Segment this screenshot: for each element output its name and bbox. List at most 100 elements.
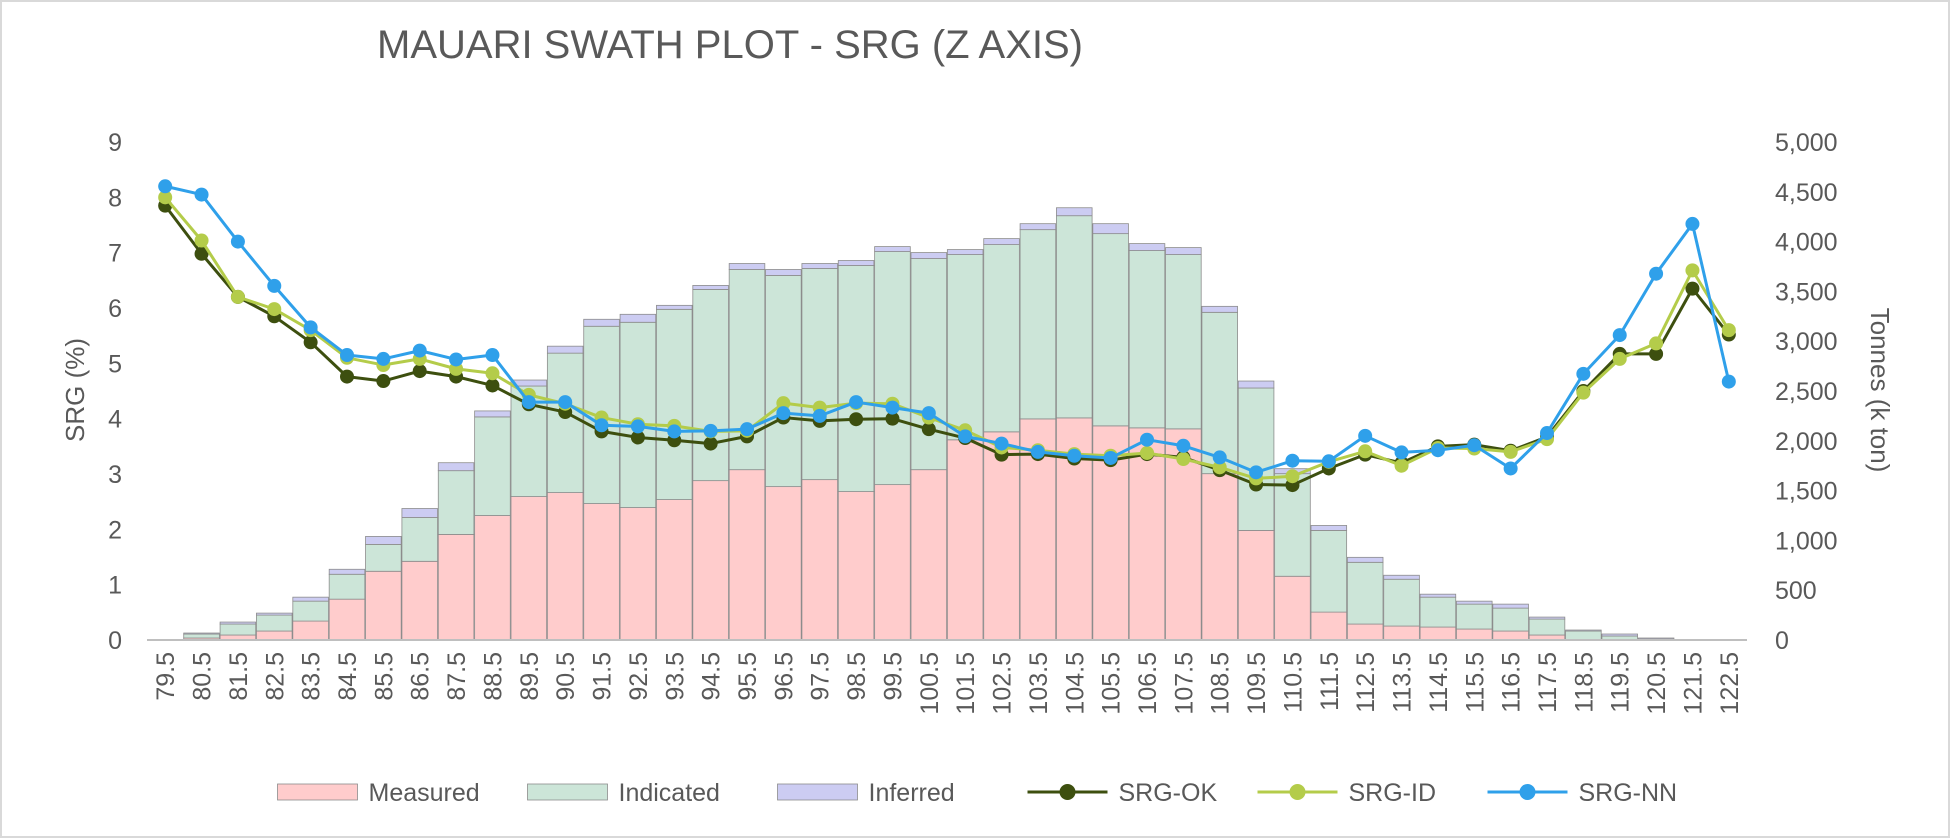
bar-inferred-95.5 — [728, 263, 766, 270]
x-tick-label: 111.5 — [1316, 652, 1344, 711]
bar-indicated-105.5 — [1092, 233, 1129, 427]
point-srg-ok-86.5 — [412, 364, 427, 379]
point-srg-ok-80.5 — [194, 246, 209, 261]
bar-inferred-92.5 — [619, 313, 657, 323]
point-srg-id-116.5 — [1503, 444, 1518, 459]
legend-label-srg-nn: SRG-NN — [1579, 779, 1678, 807]
bar-inferred-88.5 — [474, 410, 511, 418]
point-srg-id-119.5 — [1612, 351, 1627, 366]
point-srg-nn-94.5 — [703, 423, 718, 438]
bar-indicated-87.5 — [437, 470, 475, 535]
point-srg-nn-119.5 — [1612, 328, 1627, 343]
bar-inferred-119.5 — [1601, 633, 1638, 637]
point-srg-nn-111.5 — [1321, 454, 1336, 469]
point-srg-ok-83.5 — [303, 335, 318, 350]
point-srg-id-112.5 — [1358, 444, 1373, 459]
x-tick-label: 97.5 — [807, 652, 835, 701]
legend-marker-srg-nn — [1519, 784, 1536, 800]
y2-tick-label: 4,000 — [1775, 229, 1838, 257]
legend-label-measured: Measured — [369, 779, 480, 807]
x-tick-label: 98.5 — [843, 652, 871, 701]
y-tick-label: 5 — [108, 350, 122, 378]
point-srg-nn-105.5 — [1103, 450, 1118, 465]
x-tick-label: 104.5 — [1061, 652, 1089, 715]
point-srg-nn-85.5 — [376, 351, 391, 366]
bar-indicated-84.5 — [328, 573, 366, 600]
bar-measured-108.5 — [1201, 473, 1238, 641]
point-srg-id-107.5 — [1176, 452, 1191, 467]
y-tick-label: 6 — [108, 295, 122, 323]
bar-measured-100.5 — [910, 469, 948, 641]
point-srg-nn-81.5 — [230, 234, 245, 249]
bar-measured-102.5 — [983, 431, 1020, 641]
y-axis-right-title: Tonnes (k ton) — [1865, 308, 1895, 473]
point-srg-nn-106.5 — [1140, 432, 1154, 447]
x-tick-label: 83.5 — [298, 652, 326, 701]
bar-measured-90.5 — [546, 492, 584, 641]
bar-indicated-80.5 — [183, 633, 220, 639]
bar-indicated-94.5 — [692, 289, 729, 482]
x-tick-label: 94.5 — [698, 652, 726, 701]
legend: Measured Indicated Inferred SRG-OK SRG-ID SRG… — [277, 779, 1678, 807]
point-srg-nn-104.5 — [1067, 448, 1082, 463]
x-tick-label: 80.5 — [189, 652, 217, 701]
point-srg-nn-84.5 — [340, 348, 354, 363]
bar-indicated-98.5 — [837, 265, 875, 492]
bar-indicated-118.5 — [1565, 630, 1602, 641]
bar-measured-86.5 — [401, 560, 438, 641]
point-srg-nn-86.5 — [412, 343, 427, 358]
legend-label-indicated: Indicated — [619, 779, 720, 807]
bar-inferred-98.5 — [837, 260, 875, 266]
x-tick-label: 117.5 — [1534, 652, 1562, 713]
bar-measured-82.5 — [256, 630, 293, 641]
x-axis-ticks: 79.5 80.5 81.5 82.5 83.5 84.5 85.5 86.5 87.5 88.5… — [152, 652, 1744, 715]
bar-inferred-105.5 — [1092, 223, 1129, 235]
x-tick-label: 120.5 — [1643, 652, 1671, 715]
bar-indicated-92.5 — [619, 321, 657, 508]
bar-indicated-102.5 — [983, 244, 1020, 433]
x-tick-label: 84.5 — [334, 652, 362, 701]
point-srg-id-108.5 — [1212, 460, 1227, 475]
bar-inferred-90.5 — [546, 345, 584, 354]
x-tick-label: 110.5 — [1279, 652, 1307, 713]
point-srg-ok-100.5 — [921, 422, 936, 437]
bar-indicated-88.5 — [474, 416, 511, 516]
bar-inferred-109.5 — [1237, 380, 1275, 389]
x-tick-label: 107.5 — [1170, 652, 1198, 715]
y2-tick-label: 2,500 — [1775, 378, 1838, 406]
x-tick-label: 118.5 — [1570, 652, 1598, 713]
y2-tick-label: 500 — [1775, 577, 1817, 605]
point-srg-nn-114.5 — [1430, 443, 1445, 458]
bar-measured-92.5 — [619, 507, 657, 641]
bar-indicated-108.5 — [1201, 311, 1238, 475]
legend-marker-srg-id — [1289, 784, 1306, 800]
point-srg-nn-100.5 — [921, 406, 936, 421]
bar-inferred-104.5 — [1056, 207, 1093, 217]
point-srg-ok-94.5 — [703, 436, 718, 451]
y2-tick-label: 1,500 — [1775, 478, 1838, 506]
bar-measured-96.5 — [765, 486, 802, 641]
bar-indicated-104.5 — [1056, 215, 1093, 419]
legend-label-inferred: Inferred — [869, 779, 955, 807]
x-tick-label: 102.5 — [989, 652, 1017, 715]
bar-inferred-106.5 — [1128, 243, 1166, 251]
bar-indicated-107.5 — [1165, 254, 1202, 430]
x-tick-label: 89.5 — [516, 652, 544, 701]
point-srg-nn-93.5 — [667, 424, 682, 439]
x-tick-label: 85.5 — [370, 652, 398, 701]
bar-measured-113.5 — [1383, 625, 1420, 641]
y-tick-label: 4 — [108, 406, 122, 434]
bar-inferred-83.5 — [292, 596, 329, 602]
point-srg-nn-96.5 — [776, 406, 791, 421]
x-tick-label: 100.5 — [916, 652, 944, 715]
point-srg-id-82.5 — [267, 302, 282, 317]
bar-indicated-96.5 — [765, 275, 802, 488]
point-srg-nn-103.5 — [1030, 444, 1045, 459]
point-srg-nn-110.5 — [1285, 453, 1300, 468]
bar-indicated-81.5 — [219, 623, 257, 636]
x-tick-label: 87.5 — [443, 652, 471, 701]
bar-measured-89.5 — [510, 496, 548, 641]
point-srg-nn-118.5 — [1576, 366, 1591, 381]
point-srg-ok-121.5 — [1685, 281, 1700, 296]
y2-tick-label: 3,500 — [1775, 278, 1838, 306]
